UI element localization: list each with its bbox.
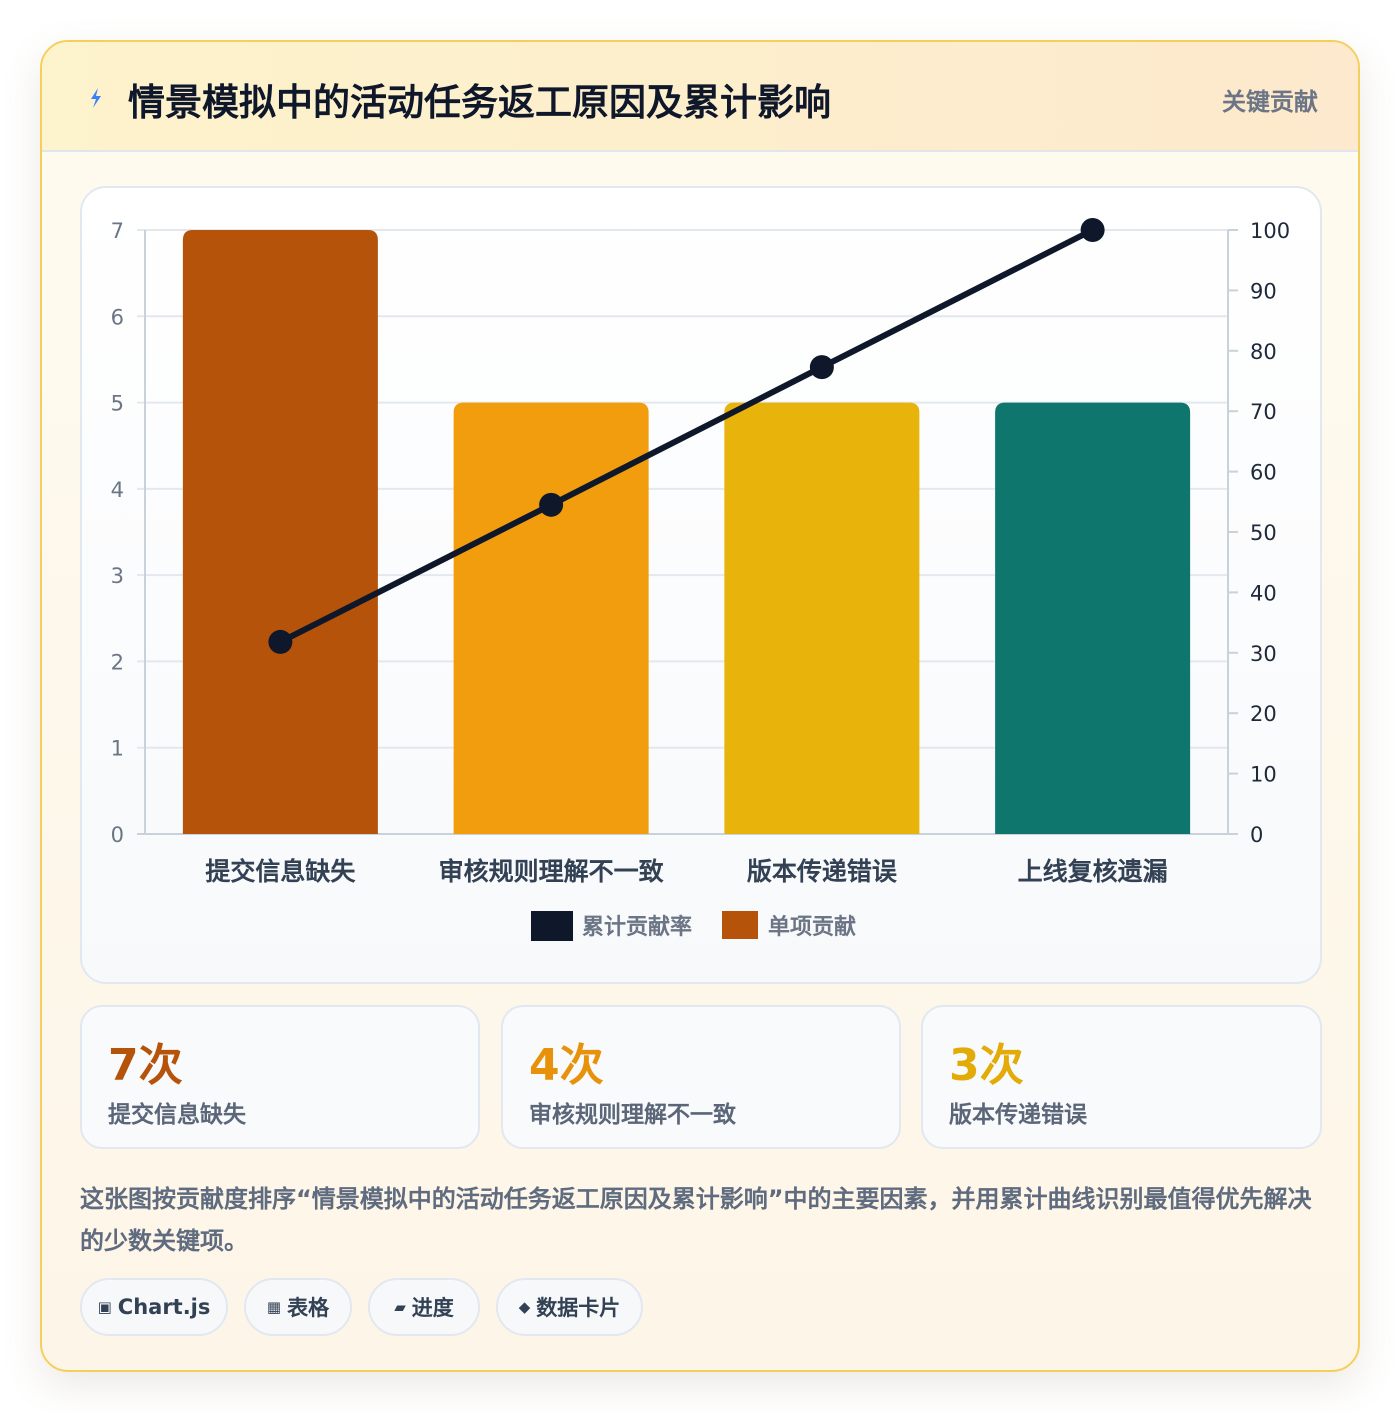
card-header: 情景模拟中的活动任务返工原因及累计影响 关键贡献 <box>42 42 1358 152</box>
stat-value: 3次 <box>949 1029 1024 1093</box>
diamond-icon: ◆ <box>519 1298 531 1316</box>
progress-icon: ▰ <box>394 1298 406 1316</box>
tag-label: Chart.js <box>118 1295 211 1319</box>
tag-table[interactable]: ▦ 表格 <box>244 1278 352 1336</box>
tag-chartjs[interactable]: ▣ Chart.js <box>80 1278 228 1336</box>
stat-label: 版本传递错误 <box>949 1095 1087 1129</box>
stat-card-1: 7次 提交信息缺失 <box>80 1005 480 1149</box>
tag-data-card[interactable]: ◆ 数据卡片 <box>496 1278 643 1336</box>
chart-description: 这张图按贡献度排序“情景模拟中的活动任务返工原因及累计影响”中的主要因素，并用累… <box>80 1178 1330 1262</box>
tag-label: 数据卡片 <box>536 1292 620 1322</box>
tag-progress[interactable]: ▰ 进度 <box>368 1278 480 1336</box>
header-badge: 关键贡献 <box>1222 82 1318 117</box>
stat-label: 审核规则理解不一致 <box>529 1095 736 1129</box>
stat-label: 提交信息缺失 <box>108 1095 246 1129</box>
stat-value: 7次 <box>108 1029 183 1093</box>
lightning-icon <box>86 86 106 110</box>
stat-value: 4次 <box>529 1029 604 1093</box>
report-card: 情景模拟中的活动任务返工原因及累计影响 关键贡献 7次 提交信息缺失 4次 审核… <box>40 40 1360 1372</box>
tag-label: 表格 <box>287 1292 329 1322</box>
tag-label: 进度 <box>412 1292 454 1322</box>
table-icon: ▦ <box>267 1298 281 1316</box>
chart-panel <box>80 186 1322 984</box>
chart-icon: ▣ <box>98 1298 112 1316</box>
stat-card-2: 4次 审核规则理解不一致 <box>501 1005 901 1149</box>
stat-card-3: 3次 版本传递错误 <box>921 1005 1322 1149</box>
page-title: 情景模拟中的活动任务返工原因及累计影响 <box>128 72 831 126</box>
